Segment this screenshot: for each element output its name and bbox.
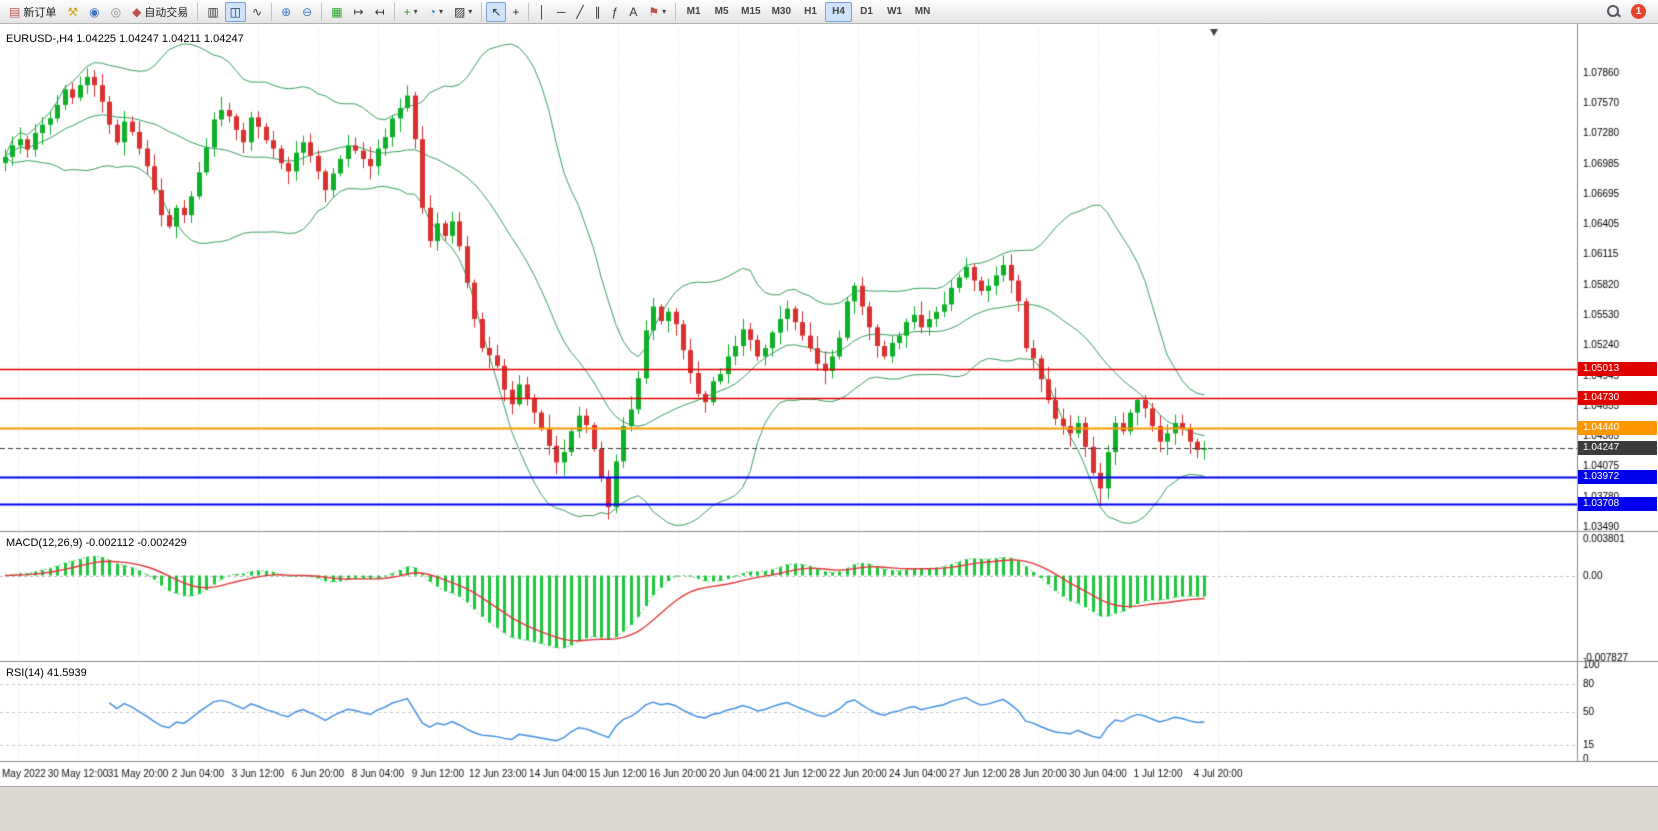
chart-shift-button[interactable]: ↤ (370, 2, 390, 22)
tile-windows-button[interactable]: ▦ (326, 2, 347, 22)
new-order-label: 新订单 (23, 6, 57, 19)
toolbar-separator (393, 2, 395, 21)
market-watch-icon: ◉ (89, 4, 100, 19)
dropdown-caret-icon: ▾ (662, 7, 667, 16)
indicators-icon: + (403, 4, 411, 19)
dropdown-caret-icon: ▾ (438, 7, 443, 16)
toolbar: ▤ 新订单 ⚒ ◉ ◎ ◆ 自动交易 ▥ ◫ ∿ ⊕ ⊖ (0, 0, 1658, 24)
timeframe-button-w1[interactable]: W1 (881, 2, 908, 22)
fibonacci-button[interactable]: ƒ (607, 2, 624, 22)
vertical-line-button[interactable]: │ (533, 2, 551, 22)
auto-scroll-button[interactable]: ↦ (349, 2, 369, 22)
notification-badge[interactable]: 1 (1631, 4, 1646, 19)
metaeditor-icon: ⚒ (67, 4, 79, 19)
toolbar-separator (321, 2, 323, 21)
bar-chart-button[interactable]: ▥ (202, 2, 223, 22)
zoom-in-button[interactable]: ⊕ (276, 2, 296, 22)
community-icon: ◎ (110, 4, 122, 19)
toolbar-separator (197, 2, 199, 21)
price-chart-canvas[interactable] (0, 24, 1658, 786)
timeframe-button-h1[interactable]: H1 (797, 2, 824, 22)
trend-line-icon: ╱ (576, 4, 584, 19)
cursor-icon: ↖ (491, 4, 502, 19)
templates-icon: ▨ (453, 4, 466, 19)
market-watch-button[interactable]: ◉ (84, 2, 104, 22)
timeframe-button-m30[interactable]: M30 (767, 2, 796, 22)
templates-button[interactable]: ▨ ▾ (449, 2, 477, 22)
vertical-line-icon: │ (538, 4, 546, 19)
toolbar-separator (271, 2, 273, 21)
text-tool-button[interactable]: A (624, 2, 642, 22)
arrows-tool-button[interactable]: ⚑ ▾ (643, 2, 671, 22)
toolbar-separator (675, 2, 677, 21)
metaeditor-button[interactable]: ⚒ (62, 2, 83, 22)
timeframe-button-h4[interactable]: H4 (825, 1, 853, 22)
periods-icon: ◔ (428, 4, 436, 19)
arrows-tool-icon: ⚑ (648, 4, 660, 19)
new-order-icon: ▤ (9, 4, 21, 19)
crosshair-icon: + (512, 4, 520, 19)
window-bottom-area (0, 786, 1658, 831)
zoom-out-button[interactable]: ⊖ (297, 2, 317, 22)
indicators-button[interactable]: + ▾ (399, 2, 423, 22)
horizontal-line-icon: ─ (556, 4, 566, 19)
timeframe-button-m15[interactable]: M15 (736, 2, 765, 22)
horizontal-line-button[interactable]: ─ (552, 2, 571, 22)
new-order-button[interactable]: ▤ 新订单 (4, 2, 61, 22)
dropdown-caret-icon: ▾ (413, 7, 418, 16)
line-chart-icon: ∿ (252, 4, 263, 19)
auto-trading-label: 自动交易 (144, 6, 189, 19)
toolbar-separator (481, 2, 483, 21)
auto-trading-icon: ◆ (132, 4, 142, 19)
channel-button[interactable]: ∥ (590, 2, 606, 22)
trend-line-button[interactable]: ╱ (571, 2, 588, 22)
toolbar-right: 1 (1606, 4, 1654, 19)
timeframe-button-mn[interactable]: MN (909, 2, 936, 22)
timeframe-button-d1[interactable]: D1 (853, 2, 880, 22)
chart-area: EURUSD-,H4 1.04225 1.04247 1.04211 1.042… (0, 24, 1658, 786)
line-chart-button[interactable]: ∿ (247, 2, 267, 22)
candlestick-button[interactable]: ◫ (224, 1, 246, 22)
periods-button[interactable]: ◔ ▾ (424, 2, 448, 22)
chart-shift-icon: ↤ (374, 4, 385, 19)
zoom-in-icon: ⊕ (281, 4, 292, 19)
search-icon[interactable] (1606, 4, 1621, 19)
channel-icon: ∥ (594, 4, 601, 19)
text-tool-icon: A (629, 4, 638, 19)
community-button[interactable]: ◎ (106, 2, 126, 22)
dropdown-caret-icon: ▾ (468, 7, 473, 16)
auto-trading-button[interactable]: ◆ 自动交易 (127, 2, 193, 22)
zoom-out-icon: ⊖ (302, 4, 313, 19)
timeframe-toolbar: M1 M5 M15 M30 H1 H4 D1 W1 MN (680, 1, 936, 22)
bar-chart-icon: ▥ (207, 4, 219, 19)
candlestick-icon: ◫ (229, 4, 241, 19)
cursor-button[interactable]: ↖ (486, 1, 507, 22)
toolbar-separator (528, 2, 530, 21)
timeframe-button-m1[interactable]: M1 (680, 2, 707, 22)
auto-scroll-icon: ↦ (353, 4, 364, 19)
crosshair-button[interactable]: + (507, 2, 524, 22)
fibonacci-icon: ƒ (611, 4, 619, 19)
timeframe-button-m5[interactable]: M5 (708, 2, 735, 22)
tile-windows-icon: ▦ (331, 4, 343, 19)
